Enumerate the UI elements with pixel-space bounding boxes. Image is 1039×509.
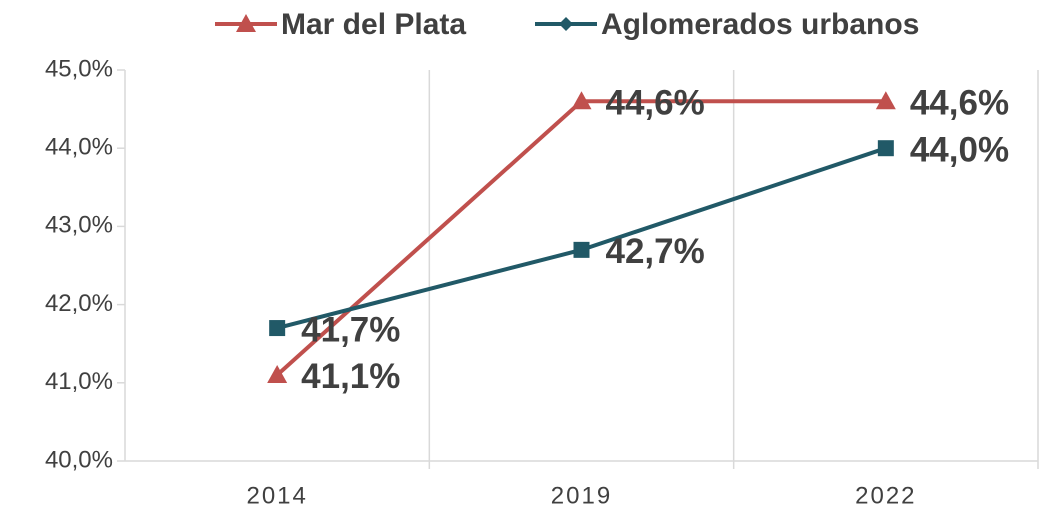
legend-marker xyxy=(236,14,256,32)
point-marker xyxy=(877,140,894,157)
point-marker xyxy=(875,91,896,110)
point-marker xyxy=(573,241,590,258)
y-tick-label: 44,0% xyxy=(45,134,113,161)
legend-label: Aglomerados urbanos xyxy=(601,8,919,41)
y-tick-label: 43,0% xyxy=(45,212,113,239)
y-tick-label: 41,0% xyxy=(45,368,113,395)
x-tick-label: 2022 xyxy=(855,482,916,509)
y-tick-label: 45,0% xyxy=(45,55,113,82)
data-label: 44,6% xyxy=(910,84,1009,123)
legend-marker xyxy=(559,17,573,31)
y-tick-label: 40,0% xyxy=(45,446,113,473)
x-tick-label: 2019 xyxy=(551,482,612,509)
point-marker xyxy=(269,320,286,337)
data-label: 41,1% xyxy=(301,357,400,396)
legend-label: Mar del Plata xyxy=(281,8,466,41)
y-tick-label: 42,0% xyxy=(45,290,113,317)
data-label: 44,6% xyxy=(606,84,705,123)
data-label: 41,7% xyxy=(301,310,400,349)
x-tick-label: 2014 xyxy=(246,482,307,509)
series-line xyxy=(276,146,887,330)
data-label: 44,0% xyxy=(910,130,1009,169)
data-label: 42,7% xyxy=(606,232,705,271)
point-marker xyxy=(571,91,592,110)
point-marker xyxy=(267,364,288,383)
